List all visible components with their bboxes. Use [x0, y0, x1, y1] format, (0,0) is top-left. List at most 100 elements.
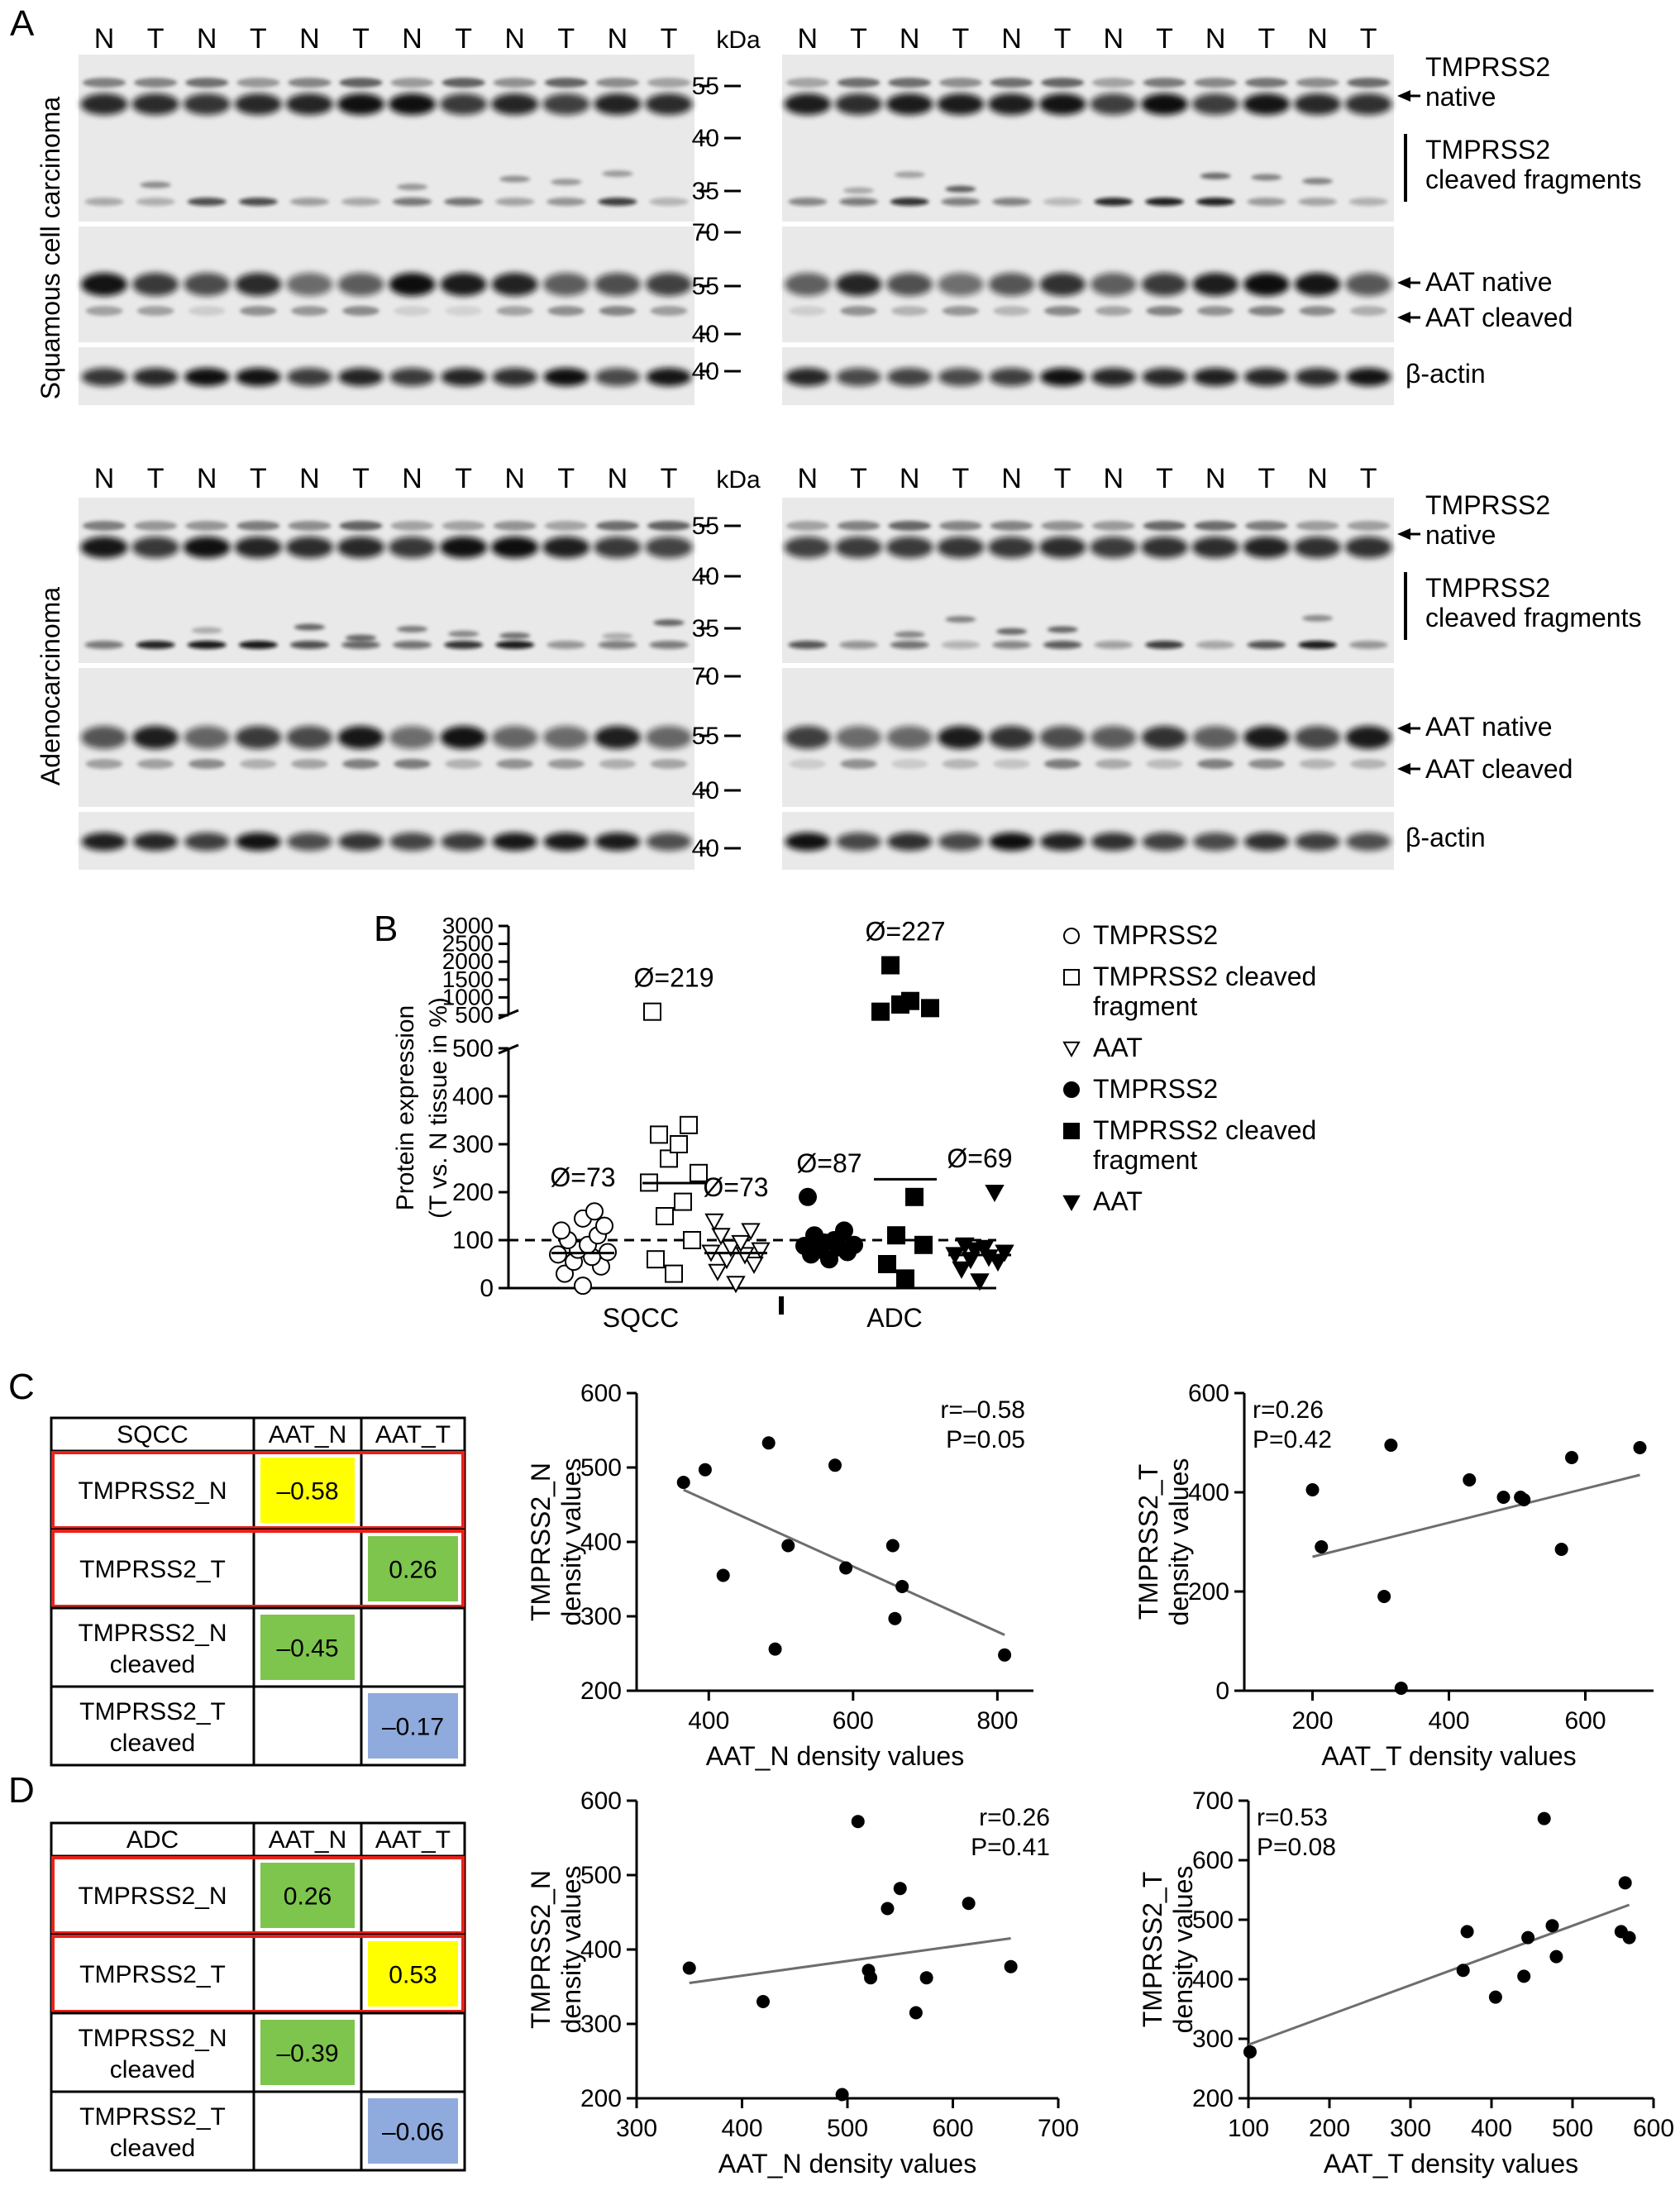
- table-value-cell: [252, 1528, 363, 1610]
- band-tmprss2-upper: [441, 78, 485, 88]
- band-tmprss2-cleaved: [238, 198, 278, 206]
- band-aat-native: [1192, 726, 1239, 749]
- band-tmprss2-fragment: [294, 623, 325, 631]
- band-aat-native: [81, 273, 127, 296]
- table-value-cell: [360, 2011, 466, 2093]
- y-tick-label: 200: [1188, 1578, 1229, 1606]
- tmprss2-native-label: native: [1425, 520, 1496, 550]
- data-point: [761, 1436, 776, 1450]
- data-point: [683, 1231, 701, 1249]
- data-point: [595, 1216, 613, 1235]
- lane-label-n: N: [197, 463, 217, 494]
- band-tmprss2-fragment: [396, 184, 428, 191]
- table-row-label: TMPRSS2_N: [78, 1477, 227, 1505]
- blot-actin-l-adc: [79, 812, 694, 870]
- tmprss2-cleaved-label: TMPRSS2: [1425, 135, 1550, 165]
- band-tmprss2-fragment: [894, 631, 925, 638]
- data-point: [674, 1192, 692, 1211]
- y-tick-label: 300: [580, 2011, 622, 2038]
- band-aat-cleaved: [993, 306, 1030, 316]
- band-aat-cleaved: [599, 306, 637, 316]
- data-point: [905, 1187, 924, 1206]
- data-point: [845, 1235, 863, 1254]
- band-beta-actin: [989, 368, 1034, 386]
- band-aat-native: [337, 273, 384, 296]
- x-tick-label: 600: [932, 2115, 973, 2142]
- table-value-text: 0.26: [389, 1557, 437, 1584]
- band-tmprss2-upper: [390, 521, 434, 531]
- data-point: [893, 1882, 907, 1896]
- data-point: [556, 1264, 574, 1283]
- aat-native-label: AAT native: [1425, 712, 1553, 742]
- band-aat-native: [1141, 726, 1188, 749]
- y-tick-label: 0: [480, 1275, 494, 1302]
- table-value-highlight: [260, 1863, 355, 1928]
- band-beta-actin: [235, 833, 281, 851]
- band-beta-actin: [1040, 833, 1086, 851]
- band-tmprss2-cleaved: [84, 198, 124, 206]
- table-row-label: TMPRSS2_N: [78, 2025, 227, 2052]
- regression-line: [1248, 1903, 1630, 2046]
- band-tmprss2-native: [1294, 537, 1341, 558]
- y-tick-label: 500: [580, 1454, 622, 1482]
- table-row-highlight-frame: [51, 1935, 465, 2013]
- band-aat-native: [235, 726, 282, 749]
- scatter-plot-d-left: 300 400 500 600 700 200 300 400 500 600 AAT_N dens…: [526, 1787, 1079, 2179]
- band-tmprss2-cleaved: [941, 198, 981, 206]
- band-tmprss2-fragment: [1251, 174, 1282, 181]
- band-tmprss2-native: [988, 537, 1035, 558]
- band-tmprss2-cleaved: [992, 641, 1031, 649]
- data-point: [962, 1897, 976, 1911]
- data-point: [1517, 1493, 1531, 1506]
- x-tick-label: 300: [1390, 2115, 1431, 2142]
- band-aat-cleaved: [445, 306, 482, 316]
- correlation-p-label: P=0.08: [1257, 1834, 1336, 1861]
- legend-entry: AAT: [1093, 1033, 1143, 1062]
- band-tmprss2-cleaved: [1298, 198, 1337, 206]
- data-point: [896, 1269, 914, 1288]
- y-tick-label: 200: [1192, 2085, 1234, 2112]
- band-beta-actin: [887, 833, 933, 851]
- y-tick-label: 600: [1188, 1380, 1229, 1407]
- blot-membrane: [782, 227, 1394, 342]
- band-aat-native: [491, 726, 538, 749]
- band-beta-actin: [132, 368, 179, 386]
- y-axis-label: TMPRSS2_N: [526, 1463, 556, 1621]
- data-point: [955, 1237, 975, 1255]
- aat-cleaved-arrow-head: [1397, 312, 1410, 323]
- panel-b: B 0 100 200 300 400 500 500 1000 1500 2000 2500 3000…: [0, 901, 1680, 1364]
- band-beta-actin: [1346, 368, 1391, 386]
- table-row-label-cell: [50, 1528, 255, 1610]
- band-beta-actin: [1295, 833, 1340, 851]
- band-beta-actin: [594, 368, 641, 386]
- x-tick-label: 800: [976, 1707, 1018, 1735]
- band-tmprss2-cleaved: [444, 641, 484, 649]
- data-point: [751, 1242, 771, 1260]
- data-point: [835, 2088, 849, 2102]
- table-value-text: 0.53: [389, 1962, 437, 1989]
- band-aat-cleaved: [1196, 759, 1234, 769]
- x-tick-label: 400: [1471, 2115, 1512, 2142]
- table-value-cell: [252, 2090, 363, 2172]
- data-point: [711, 1228, 731, 1246]
- band-tmprss2-native: [645, 537, 693, 558]
- band-aat-cleaved: [1043, 306, 1081, 316]
- band-tmprss2-upper: [544, 521, 588, 531]
- x-tick-label: 600: [833, 1707, 874, 1735]
- lane-label-n: N: [798, 23, 819, 55]
- band-beta-actin: [81, 833, 127, 851]
- band-tmprss2-upper: [888, 521, 932, 531]
- table-value-highlight: [368, 1693, 458, 1759]
- dotplot-ylabel: (T vs. N tissue in %): [425, 997, 452, 1219]
- band-aat-cleaved: [650, 759, 688, 769]
- band-tmprss2-upper: [1041, 521, 1085, 531]
- x-axis-label: AAT_T density values: [1321, 1741, 1576, 1771]
- band-tmprss2-native: [988, 93, 1035, 115]
- mean-label: Ø=73: [550, 1162, 615, 1192]
- band-beta-actin: [594, 833, 641, 851]
- blot-membrane: [79, 347, 694, 405]
- mean-label: Ø=219: [634, 963, 714, 993]
- band-tmprss2-fragment: [191, 627, 222, 634]
- band-tmprss2-native: [1243, 93, 1291, 115]
- band-aat-native: [1091, 726, 1137, 749]
